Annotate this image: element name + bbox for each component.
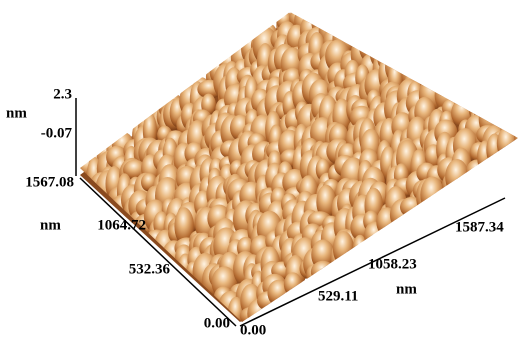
y-tick: 0.00 bbox=[204, 315, 230, 331]
grain bbox=[311, 261, 335, 283]
x-tick: 1058.23 bbox=[368, 256, 417, 272]
y-tick: 1567.08 bbox=[25, 174, 74, 190]
x-tick: 0.00 bbox=[240, 322, 266, 338]
grain bbox=[333, 231, 354, 266]
x-unit: nm bbox=[396, 281, 417, 297]
surface bbox=[78, 3, 526, 329]
y-tick: 532.36 bbox=[129, 261, 171, 277]
grain bbox=[514, 118, 526, 155]
z-top: 2.3 bbox=[53, 86, 72, 102]
grain bbox=[445, 159, 469, 195]
x-tick: 529.11 bbox=[318, 288, 358, 304]
z-bottom: -0.07 bbox=[41, 125, 73, 141]
grain bbox=[466, 160, 487, 183]
x-tick: 1587.34 bbox=[455, 219, 504, 235]
y-tick: 1064.72 bbox=[97, 217, 146, 233]
grain bbox=[284, 272, 302, 296]
grain bbox=[420, 176, 444, 213]
y-unit: nm bbox=[40, 217, 61, 233]
z-unit: nm bbox=[6, 105, 27, 121]
grain bbox=[497, 127, 517, 160]
afm-image: 2.3 nm -0.07 1567.08 nm 1064.72 532.36 0… bbox=[0, 0, 526, 339]
